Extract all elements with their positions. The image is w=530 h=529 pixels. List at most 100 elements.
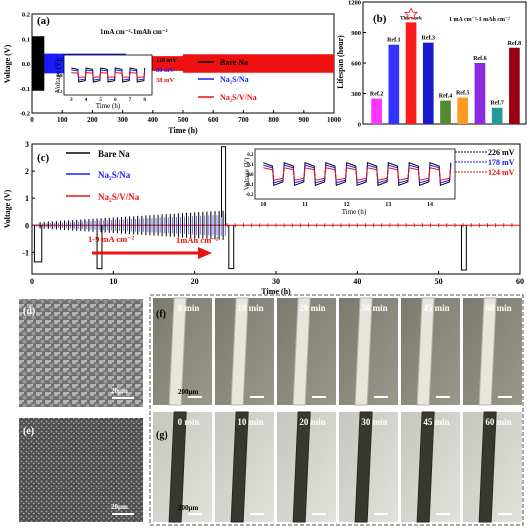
panel-a-inset-traces: 3 4 5 6 7 8 -0.2 0.0 0.2 (55, 57, 146, 103)
panel-c-legend-na2sv: Na₂S/V/Na (98, 192, 140, 202)
inset-x-tick: 3 (70, 98, 73, 103)
panel-c-legend-na2s: Na₂S/Na (98, 170, 131, 180)
y-tick-label: 1200 (348, 0, 361, 7)
time-label: 60 min (485, 417, 511, 427)
x-tick-label: 200 (87, 116, 98, 124)
panel-c-label: (c) (37, 152, 50, 164)
panel-c-legend: Bare Na Na₂S/Na Na₂S/V/Na (66, 149, 140, 202)
y-tick-label: 3 (25, 140, 29, 149)
inset-y-tick: -0.2 (246, 193, 254, 198)
bar-This work (405, 22, 417, 124)
panel-a-ylabel: Voltage (V) (3, 44, 12, 83)
y-tick-label: -0.2 (20, 111, 30, 118)
y-tick-label: 600 (351, 61, 361, 68)
electrode-strip (478, 411, 497, 523)
panel-e: (e) 20μm (19, 418, 143, 522)
panel-a-inset-xlabel: Time (h) (96, 102, 121, 110)
inset-x-tick: 7 (129, 98, 132, 103)
inset-x-tick: 14 (427, 202, 433, 208)
inset-y-tick: 0.0 (57, 73, 63, 78)
electrode-strip (230, 411, 249, 523)
electrode-strip (292, 297, 311, 406)
inset-trace (71, 72, 146, 78)
y-tick-label: 900 (351, 30, 361, 37)
inset-y-tick: 0.2 (57, 57, 63, 62)
panel-d-label: (d) (23, 306, 35, 317)
scale-bar (498, 396, 512, 398)
y-tick-label: 0.0 (22, 61, 30, 68)
bar-Ref.4 (440, 100, 451, 124)
x-tick-label: 1000 (327, 116, 342, 124)
bar-label-Ref.5: Ref.5 (456, 91, 470, 97)
y-tick-label: 1 (25, 194, 29, 203)
panel-a: 0 100 200 300 400 500 600 700 800 900 1000 -0.2 -0.1… (3, 12, 342, 136)
bar-label-Ref.2: Ref.2 (370, 92, 384, 98)
inset-x-tick: 13 (385, 202, 391, 208)
x-tick-label: 500 (178, 116, 189, 124)
inset-y-tick: 0.1 (247, 163, 254, 168)
time-label: 10 min (237, 303, 263, 313)
y-tick-label: 0.1 (22, 36, 30, 43)
electrode-strip (168, 297, 187, 406)
bar-label-Ref.3: Ref.3 (422, 36, 436, 42)
y-tick-label: 300 (351, 91, 361, 98)
time-label: 30 min (361, 417, 387, 427)
x-tick-label: 600 (208, 116, 219, 124)
scale-bar (374, 396, 388, 398)
star-icon (404, 7, 419, 21)
x-tick-label: 700 (238, 116, 249, 124)
time-label: 20 min (299, 303, 325, 313)
time-label: 10 min (237, 417, 263, 427)
panel-c-arrow (92, 247, 212, 259)
panel-c-xlabel: Time (h) (261, 287, 291, 296)
panel-c-ylabel: Voltage (V) (3, 189, 12, 228)
inset-trace (263, 161, 452, 187)
panel-a-legend: Bare Na Na₂S/Na Na₂S/V/Na (198, 58, 257, 102)
panel-a-overpotential-na2s: 80 mV (156, 67, 175, 74)
x-tick-label: 20 (191, 277, 199, 286)
x-tick-label: 300 (117, 116, 128, 124)
panel-c-inset-xlabel: Time (h) (342, 208, 367, 216)
bar-Ref.2 (371, 98, 382, 124)
inset-y-tick: -0.2 (55, 89, 63, 94)
inset-x-tick: 11 (302, 202, 308, 208)
panel-f-scalebar: 200μm (178, 388, 198, 396)
panel-a-legend-bare: Bare Na (220, 58, 248, 67)
inset-y-tick: -0.1 (246, 183, 254, 188)
bar-label-Ref.6: Ref.6 (473, 56, 487, 62)
inset-y-tick: 0.2 (247, 153, 254, 158)
panel-c-legend-bare: Bare Na (98, 149, 130, 159)
panel-c-inset-traces: 10 11 12 13 14 -0.2 -0.1 0.0 0.1 0.2 (246, 153, 452, 208)
panel-b-axis-ticks: 0 300 600 900 1200 (348, 0, 366, 129)
bar-Ref.7 (491, 107, 503, 124)
panel-g-scalebar: 200μm (178, 504, 198, 512)
scale-bar (436, 513, 450, 515)
inset-x-tick: 8 (143, 98, 146, 103)
time-label: 60 min (485, 303, 511, 313)
panel-a-axis-ticks: 0 100 200 300 400 500 600 700 800 900 1000 -0.2 -0.1… (20, 12, 342, 125)
bar-Ref.3 (422, 42, 434, 124)
panel-d-image (19, 299, 143, 407)
bar-label-Ref.4: Ref.4 (439, 94, 453, 100)
bar-label-Ref.7: Ref.7 (490, 101, 504, 107)
y-tick-label: 0 (25, 221, 29, 230)
electrode-strip (292, 411, 311, 523)
bar-label-Ref.8: Ref.8 (508, 41, 522, 47)
panel-c-inset: 10 11 12 13 14-0.2-0.10.00.10.2 Voltage (V) … (243, 148, 515, 216)
inset-trace (263, 164, 452, 184)
electrode-strip (478, 297, 497, 406)
scale-bar (188, 396, 202, 398)
panel-g-label: (g) (156, 430, 168, 441)
panel-a-annotation: 1mA cm⁻²-1mAh cm⁻² (100, 28, 168, 36)
panel-d-scalebar: 20μm (111, 387, 128, 395)
panel-e-scalebar: 20μm (111, 503, 128, 511)
panel-f: 0 min 10 min 20 min 30 min 45 min 60 min (f) 20… (153, 297, 522, 406)
panel-c-overpotential-bare: 226 mV (488, 148, 515, 157)
trace-bare (33, 146, 467, 271)
x-tick-label: 0 (30, 277, 34, 286)
panel-b-annotation: 1 mA cm⁻²-1 mAh cm⁻² (449, 17, 510, 23)
x-tick-label: 30 (272, 277, 280, 286)
x-tick-label: 60 (516, 277, 524, 286)
